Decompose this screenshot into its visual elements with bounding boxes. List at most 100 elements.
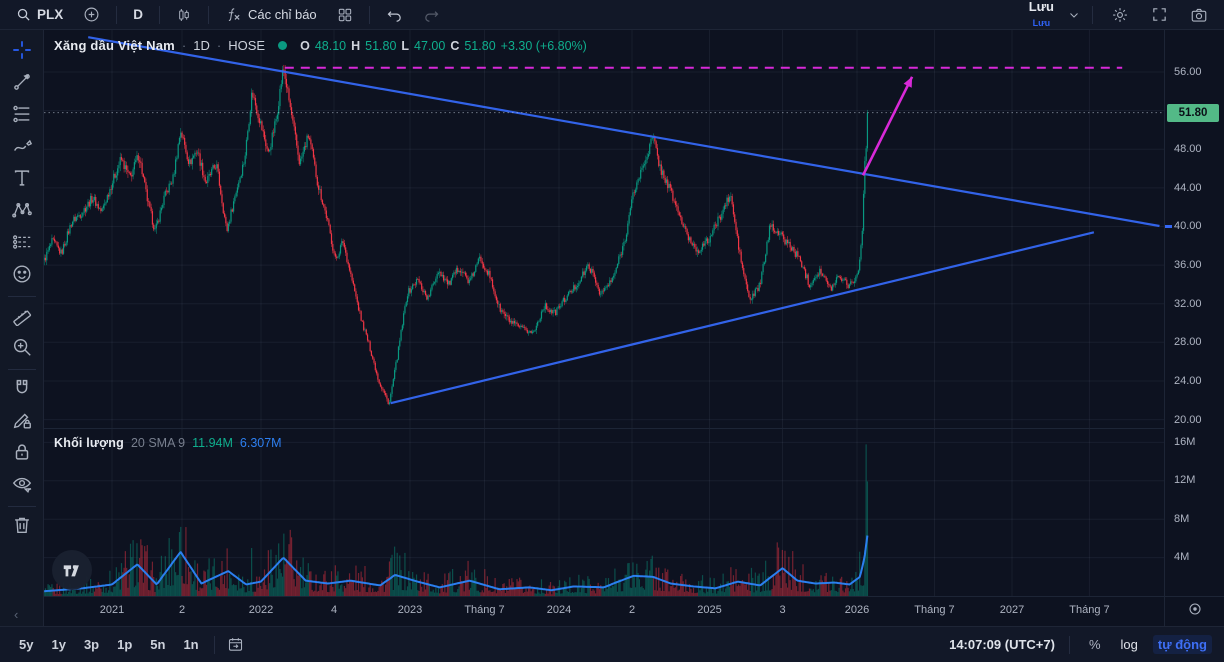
price-pane[interactable]: Xăng dầu Việt Nam · 1D · HOSE O 48.10 H 51… [44, 30, 1164, 428]
crosshair-icon [11, 39, 33, 66]
fib-retracement-tool-button[interactable] [5, 100, 39, 132]
range-button-3p[interactable]: 3p [83, 637, 100, 652]
screenshot-button[interactable] [1182, 4, 1216, 26]
log-scale-button[interactable]: log [1120, 637, 1138, 652]
last-price-badge: 51.80 [1167, 103, 1219, 122]
price-tick: 56.00 [1174, 66, 1202, 78]
zoom-in-tool-button[interactable] [5, 333, 39, 365]
separator [208, 5, 210, 24]
separator [368, 5, 370, 24]
axis-corner [1164, 596, 1224, 626]
magnet-tool-button[interactable] [5, 374, 39, 406]
trend-line-icon [11, 71, 33, 98]
interval-label: D [133, 7, 144, 22]
long-short-position-icon [11, 231, 33, 258]
xabcd-pattern-tool-button[interactable] [5, 196, 39, 228]
bottombar-right-group: 14:07:09 (UTC+7) % log tự động [949, 635, 1212, 654]
tradingview-logo [52, 550, 92, 590]
fib-retracement-icon [11, 103, 33, 130]
hide-drawings-tool-button[interactable] [5, 470, 39, 502]
scroll-to-realtime-button[interactable] [1187, 601, 1203, 622]
price-tick: 40.00 [1174, 220, 1202, 233]
clock[interactable]: 14:07:09 (UTC+7) [949, 637, 1055, 652]
fullscreen-icon [1151, 6, 1168, 23]
volume-params: 20 SMA 9 [130, 436, 186, 450]
trash-tool-button[interactable] [5, 511, 39, 543]
range-button-5n[interactable]: 5n [150, 637, 166, 652]
save-label: Lưu [1028, 0, 1054, 14]
add-symbol-button[interactable] [75, 4, 108, 25]
interval-value[interactable]: 1D [193, 38, 210, 53]
time-tick: 2023 [397, 604, 423, 616]
exchange-label: HOSE [228, 38, 266, 53]
trend-line-tool-button[interactable] [5, 68, 39, 100]
price-tick: 28.00 [1174, 336, 1202, 349]
range-button-1y[interactable]: 1y [51, 637, 66, 652]
price-plot[interactable] [44, 30, 1164, 428]
volume-tick: 8M [1174, 512, 1190, 525]
auto-scale-button[interactable]: tự động [1152, 635, 1212, 654]
settings-button[interactable] [1103, 4, 1137, 26]
price-axis[interactable]: 56.00 48.00 44.00 40.00 36.00 32.00 28.00 24.00… [1164, 30, 1224, 596]
hide-drawings-icon [11, 473, 33, 500]
range-buttons: 5y 1y 3p 1p 5n 1n [12, 634, 206, 655]
collapse-toolbar-button[interactable]: ‹ [14, 607, 19, 622]
change-value: +3.30 (+6.80%) [500, 38, 587, 53]
indicators-button[interactable]: Các chỉ báo [217, 4, 325, 25]
symbol-title[interactable]: Xăng dầu Việt Nam [54, 38, 175, 53]
undo-icon [386, 6, 403, 23]
symbol-search-button[interactable]: PLX [8, 5, 71, 24]
save-button[interactable]: Lưu Lưu [1023, 0, 1060, 30]
main-area: ‹ Xăng dầu Việt Nam · 1D · HOSE O 48.10 H… [0, 30, 1224, 626]
time-tick: 2022 [248, 604, 274, 616]
goto-date-button[interactable] [223, 634, 248, 655]
lock-all-tool-button[interactable] [5, 438, 39, 470]
price-tick: 48.00 [1174, 143, 1202, 156]
save-sub-label: Lưu [1032, 17, 1051, 28]
save-menu-button[interactable] [1066, 7, 1082, 23]
separator [1092, 5, 1093, 24]
long-short-position-tool-button[interactable] [5, 228, 39, 260]
volume-tick: 12M [1174, 474, 1196, 487]
fx-icon [225, 6, 242, 23]
draw-lock-tool-button[interactable] [5, 406, 39, 438]
text-tool-button[interactable] [5, 164, 39, 196]
time-tick: 2021 [99, 604, 125, 616]
interval-button[interactable]: D [125, 5, 151, 24]
search-icon [16, 7, 31, 22]
price-tick: 24.00 [1174, 374, 1202, 387]
time-axis[interactable]: 2021 2 2022 4 2023 Tháng 7 2024 2 2025 3 2026 Tháng… [44, 596, 1164, 626]
zoom-in-icon [11, 336, 33, 363]
range-button-1n[interactable]: 1n [183, 637, 199, 652]
fullscreen-button[interactable] [1143, 4, 1176, 25]
layout-button[interactable] [329, 5, 361, 25]
redo-icon [423, 6, 440, 23]
price-tick: 36.00 [1174, 259, 1202, 272]
time-tick: 2024 [546, 604, 572, 616]
volume-label[interactable]: Khối lượng [54, 436, 124, 450]
volume-legend: Khối lượng 20 SMA 9 11.94M 6.307M [54, 436, 282, 450]
brush-tool-button[interactable] [5, 132, 39, 164]
top-toolbar: PLX D Các chỉ báo [0, 0, 1224, 30]
indicators-label: Các chỉ báo [248, 7, 317, 22]
range-button-1p[interactable]: 1p [117, 637, 133, 652]
topbar-left-group: PLX D Các chỉ báo [8, 4, 448, 25]
volume-pane[interactable]: Khối lượng 20 SMA 9 11.94M 6.307M [44, 428, 1164, 596]
undo-button[interactable] [378, 4, 411, 25]
ohlc-readout: O 48.10 H 51.80 L 47.00 C 51.80 +3.30 (+6.80… [300, 38, 587, 53]
time-tick: 2 [178, 604, 186, 616]
emoji-tool-button[interactable] [5, 260, 39, 292]
separator [7, 506, 36, 507]
camera-icon [1190, 6, 1208, 24]
ruler-tool-button[interactable] [5, 301, 39, 333]
chart-style-button[interactable] [168, 5, 200, 25]
volume-plot[interactable] [44, 429, 1164, 596]
crosshair-tool-button[interactable] [5, 36, 39, 68]
range-button-5y[interactable]: 5y [19, 637, 34, 652]
price-tick: 32.00 [1174, 297, 1202, 310]
redo-button[interactable] [415, 4, 448, 25]
time-tick: Tháng 7 [464, 604, 505, 616]
percent-scale-button[interactable]: % [1088, 637, 1101, 652]
volume-value: 11.94M [192, 436, 233, 450]
